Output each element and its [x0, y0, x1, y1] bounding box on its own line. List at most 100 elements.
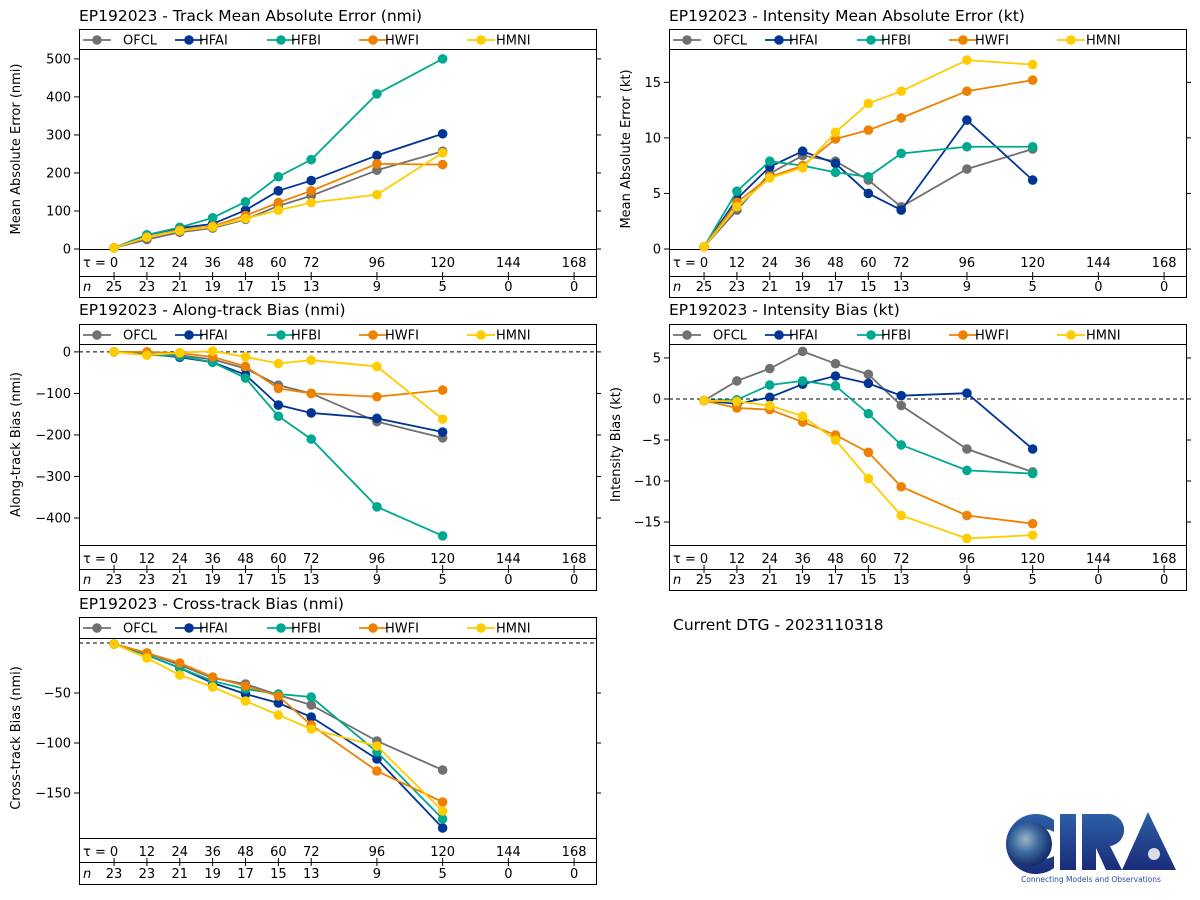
x-tick-label: 24 — [761, 256, 778, 271]
n-count-label: 17 — [237, 867, 254, 882]
legend-marker — [92, 330, 102, 340]
data-point-hfbi — [764, 380, 775, 390]
chart-title: EP192023 - Along-track Bias (nmi) — [79, 301, 346, 319]
x-tick-label: 144 — [1086, 256, 1111, 271]
data-point-hfbi — [830, 167, 841, 178]
data-point-hmni — [732, 396, 742, 407]
n-count-label: 17 — [827, 280, 844, 295]
legend-marker — [476, 330, 486, 340]
n-count-label: 13 — [893, 280, 910, 295]
series-hmni — [109, 639, 448, 816]
legend-label: OFCL — [713, 329, 748, 344]
n-count-label: 0 — [504, 573, 512, 588]
x-tick-label: 12 — [729, 552, 746, 567]
data-point-hmni — [797, 411, 808, 421]
data-point-ofcl — [797, 346, 808, 357]
legend-item-hmni: HMNI — [467, 622, 531, 637]
data-point-hfbi — [437, 814, 448, 824]
data-point-hfbi — [437, 54, 448, 64]
y-tick-label: 5 — [653, 187, 661, 202]
n-count-label: 5 — [1029, 573, 1037, 588]
legend-marker — [476, 623, 486, 633]
n-count-label: 15 — [860, 573, 877, 588]
y-tick-label: 200 — [46, 166, 71, 181]
legend-marker — [276, 623, 286, 633]
x-tick-label: 36 — [204, 552, 221, 567]
data-point-hfbi — [207, 213, 218, 223]
n-count-label: 9 — [963, 280, 971, 295]
legend-label: HFBI — [881, 34, 911, 49]
data-point-hmni — [962, 55, 972, 65]
legend-item-hfai: HFAI — [175, 622, 228, 637]
legend-label: HWFI — [385, 329, 419, 344]
x-tick-label: 24 — [171, 552, 188, 567]
data-point-hfai — [764, 392, 775, 403]
x-tick-label: 48 — [827, 256, 844, 271]
x-tick-label: 0 — [700, 256, 708, 271]
x-tick-label: 0 — [110, 256, 118, 271]
y-tick-label: 0 — [653, 243, 661, 258]
n-count-label: 0 — [1160, 280, 1168, 295]
data-point-hfai — [437, 128, 448, 139]
n-count-label: 5 — [439, 280, 447, 295]
axes-frame — [79, 617, 597, 885]
axes-frame — [79, 324, 597, 591]
legend-marker — [276, 330, 286, 340]
data-point-hwfi — [306, 388, 317, 399]
x-tick-label: 24 — [171, 845, 188, 860]
data-point-hmni — [797, 163, 808, 173]
legend-label: HWFI — [975, 34, 1009, 49]
data-point-ofcl — [830, 358, 841, 369]
x-tick-label: 24 — [761, 552, 778, 567]
y-axis-label: Mean Absolute Error (kt) — [619, 69, 634, 228]
chart-intensity-mae: EP192023 - Intensity Mean Absolute Error… — [619, 7, 1191, 298]
x-tick-label: 60 — [270, 845, 287, 860]
data-point-hwfi — [962, 86, 972, 97]
n-count-label: 19 — [204, 867, 221, 882]
y-tick-label: −100 — [35, 737, 71, 752]
data-point-hfbi — [863, 171, 874, 182]
series-hfbi — [109, 54, 448, 253]
n-count-label: 19 — [794, 573, 811, 588]
n-count-label: 21 — [171, 280, 188, 295]
series-line-hwfi — [113, 643, 444, 803]
data-point-hmni — [207, 222, 218, 232]
legend-item-hfbi: HFBI — [267, 622, 321, 637]
data-point-hmni — [372, 361, 382, 372]
data-point-hmni — [306, 355, 317, 365]
legend-label: HMNI — [496, 622, 531, 637]
data-point-hmni — [207, 346, 218, 356]
tau-prefix-label: τ = — [83, 845, 106, 860]
chart-cross-track-bias: EP192023 - Cross-track Bias (nmi) −50 −100… — [9, 595, 601, 885]
x-tick-label: 72 — [303, 845, 320, 860]
data-point-ofcl — [437, 765, 448, 775]
y-tick-label: 400 — [46, 90, 71, 105]
data-point-hmni — [699, 395, 709, 406]
n-count-label: 25 — [696, 573, 713, 588]
data-point-hwfi — [240, 361, 251, 372]
data-point-hmni — [437, 806, 448, 816]
legend-marker — [92, 623, 102, 633]
x-tick-label: 48 — [237, 845, 254, 860]
legend-item-hmni: HMNI — [1057, 34, 1121, 49]
data-point-hmni — [830, 435, 841, 445]
x-tick-label: 120 — [430, 845, 455, 860]
legend-marker — [184, 330, 194, 340]
n-count-label: 9 — [963, 573, 971, 588]
x-tick-label: 72 — [893, 256, 910, 271]
data-point-hmni — [1027, 530, 1038, 540]
n-count-label: 15 — [270, 280, 287, 295]
data-point-ofcl — [896, 400, 907, 411]
data-point-hmni — [764, 400, 775, 411]
series-hmni — [699, 55, 1038, 252]
chart-title: EP192023 - Intensity Bias (kt) — [669, 301, 900, 319]
legend-label: OFCL — [123, 329, 158, 344]
legend-marker — [92, 35, 102, 45]
data-point-hwfi — [372, 766, 382, 776]
series-hfbi — [699, 376, 1038, 479]
legend-item-hfbi: HFBI — [267, 34, 321, 49]
legend-label: HWFI — [975, 329, 1009, 344]
legend-marker — [184, 623, 194, 633]
x-tick-label: 168 — [1152, 552, 1177, 567]
legend-marker — [368, 330, 378, 340]
